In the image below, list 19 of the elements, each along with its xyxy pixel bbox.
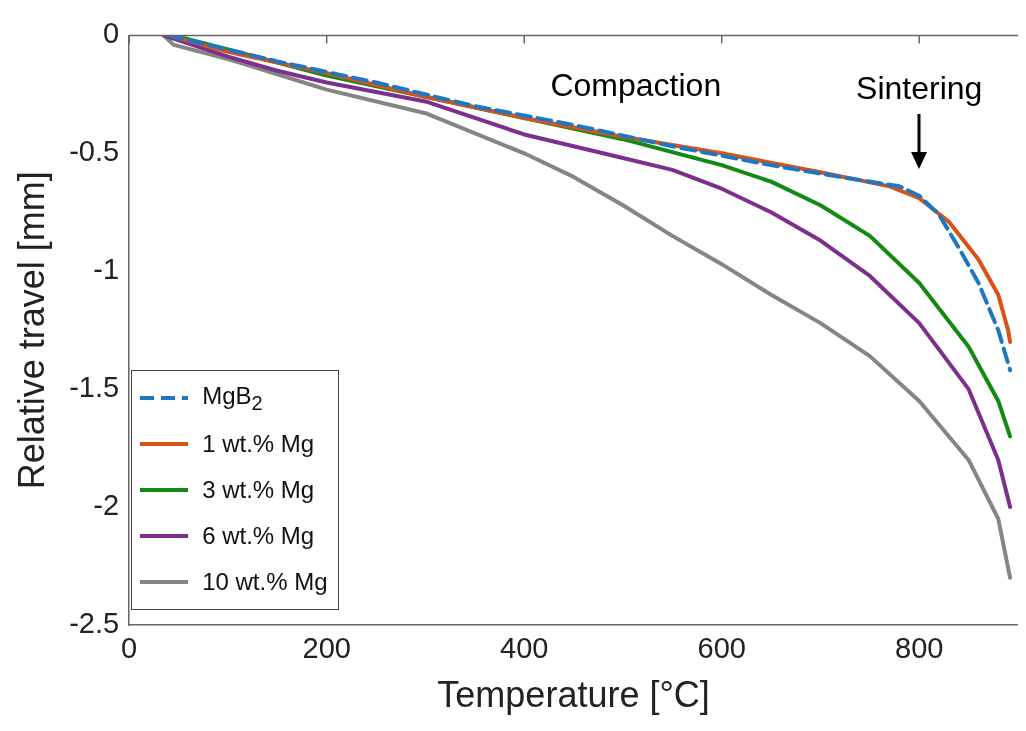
legend-label: 6 wt.% Mg <box>202 522 315 550</box>
legend-label: 3 wt.% Mg <box>202 476 315 504</box>
legend-label: MgB$_{2}$ <box>202 381 263 415</box>
legend-label: 1 wt.% Mg <box>202 430 315 458</box>
annotation: Compaction <box>550 67 722 104</box>
y-tick-label: -1.5 <box>69 371 120 404</box>
x-tick-label: 400 <box>500 632 549 665</box>
y-axis-title: Relative travel [mm] <box>10 171 52 490</box>
x-axis-title: Temperature [°C] <box>437 674 710 716</box>
annotation: Sintering <box>856 69 983 106</box>
y-tick-label: -2 <box>93 489 120 522</box>
legend-label: 10 wt.% Mg <box>202 568 328 596</box>
x-tick-label: 800 <box>895 632 944 665</box>
x-tick-label: 600 <box>697 632 746 665</box>
y-tick-label: 0 <box>103 17 120 50</box>
y-tick-label: -2.5 <box>69 607 120 639</box>
x-tick-label: 200 <box>302 632 351 665</box>
y-tick-label: -0.5 <box>69 135 120 168</box>
y-tick-label: -1 <box>93 253 120 286</box>
